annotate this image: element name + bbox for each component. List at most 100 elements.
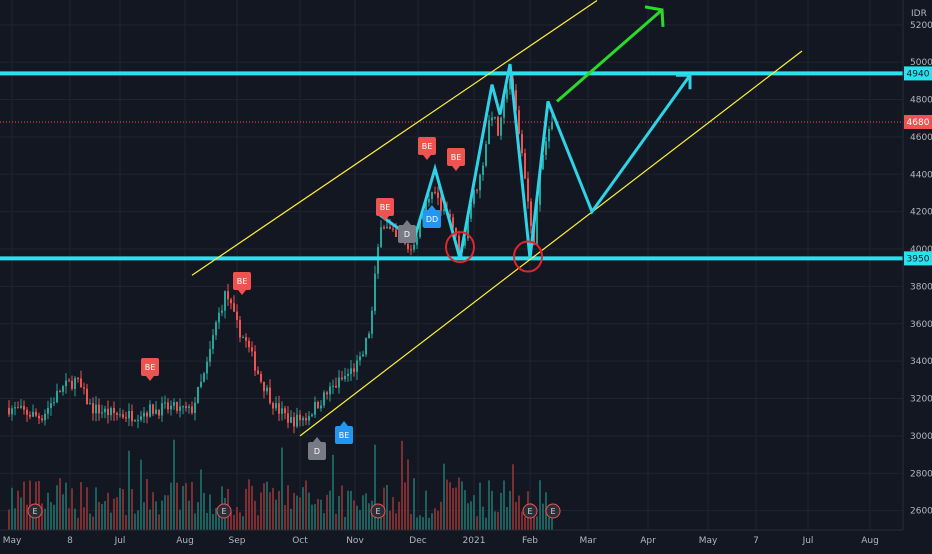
volume-bar — [218, 508, 220, 530]
candle-body — [80, 378, 82, 388]
y-tick-label: 3000 — [910, 432, 932, 442]
volume-bar — [317, 498, 319, 530]
candle-body — [203, 373, 205, 382]
candle-body — [482, 165, 484, 175]
projection-path — [377, 63, 692, 259]
candle-body — [59, 390, 61, 392]
x-tick-label: Jul — [802, 536, 814, 546]
candle-body — [107, 408, 109, 416]
volume-bar — [392, 497, 394, 530]
volume-bar — [47, 492, 49, 530]
volume-bar — [110, 512, 112, 530]
candle-body — [530, 201, 532, 226]
candle-body — [26, 409, 28, 415]
candle-body — [116, 413, 118, 415]
signal-label: BE — [237, 277, 248, 286]
volume-bar — [188, 500, 190, 530]
candle-body — [17, 407, 19, 409]
volume-bar — [191, 482, 193, 530]
candle-body — [308, 416, 310, 421]
volume-bar — [410, 513, 412, 530]
volume-bar — [176, 482, 178, 530]
candle-body — [380, 227, 382, 248]
volume-bar — [365, 493, 367, 530]
x-tick-label: Mar — [580, 536, 597, 546]
candle-body — [134, 420, 136, 422]
candle-body — [494, 117, 496, 119]
candle-body — [242, 337, 244, 339]
y-tick-label: 4200 — [910, 208, 932, 218]
candle-body — [536, 204, 538, 245]
volume-bar — [182, 485, 184, 530]
candle-body — [344, 375, 346, 380]
volume-bar — [275, 499, 277, 530]
candle-body — [311, 414, 313, 417]
volume-bars — [8, 439, 553, 530]
signal-pointer — [428, 205, 436, 210]
signal-box — [335, 426, 353, 444]
candle-body — [233, 303, 235, 312]
candle-body — [281, 408, 283, 414]
volume-bar — [278, 490, 280, 530]
candle-body — [515, 90, 517, 111]
volume-bar — [197, 502, 199, 530]
volume-bar — [509, 490, 511, 530]
signal-marker-bear: BE — [447, 148, 465, 171]
candle-body — [545, 141, 547, 155]
candle-body — [218, 312, 220, 323]
volume-bar — [59, 478, 61, 530]
candle-body — [101, 412, 103, 414]
volume-bar — [422, 517, 424, 530]
signal-box — [233, 272, 251, 290]
candle-body — [65, 380, 67, 387]
candle-body — [332, 385, 334, 387]
candle-body — [491, 117, 493, 121]
volume-bar — [95, 487, 97, 530]
candle-body — [350, 368, 352, 374]
volume-bar — [254, 500, 256, 530]
signal-box — [423, 210, 441, 228]
price-axis[interactable]: IDR 2600 2800 3000 3200 3400 3600 3800 4000 4200… — [902, 0, 932, 530]
time-axis[interactable]: May 8 Jul Aug Sep Oct Nov Dec 2021 Feb Mar Apr May 7 J… — [0, 529, 903, 546]
candle-body — [455, 227, 457, 236]
volume-bar — [92, 516, 94, 530]
candle-body — [167, 402, 169, 410]
candle-body — [284, 408, 286, 414]
candle-body — [77, 378, 79, 380]
volume-bar — [449, 482, 451, 530]
signal-pointer — [423, 155, 431, 160]
candle-body — [44, 413, 46, 421]
volume-bar — [212, 513, 214, 530]
volume-bar — [341, 485, 343, 530]
volume-bar — [50, 502, 52, 530]
volume-bar — [401, 440, 403, 530]
volume-bar — [497, 511, 499, 530]
candle-body — [95, 404, 97, 414]
volume-bar — [209, 494, 211, 530]
candle-body — [146, 412, 148, 417]
volume-bar — [407, 459, 409, 530]
volume-bar — [179, 509, 181, 530]
volume-bar — [113, 498, 115, 530]
candle-body — [257, 370, 259, 374]
volume-bar — [296, 495, 298, 530]
candle-body — [182, 406, 184, 408]
candle-body — [155, 409, 157, 414]
volume-bar — [416, 517, 418, 530]
candle-body — [452, 217, 454, 228]
candle-body — [302, 417, 304, 421]
candle-body — [200, 381, 202, 387]
signal-marker-bull: BE — [335, 421, 353, 444]
candle-body — [239, 319, 241, 338]
volume-bar — [398, 501, 400, 530]
candle-body — [62, 386, 64, 392]
event-marker: E — [216, 503, 232, 519]
volume-bar — [206, 512, 208, 530]
candle-body — [347, 373, 349, 376]
event-circle — [216, 503, 232, 519]
x-tick-label: Nov — [346, 536, 364, 546]
